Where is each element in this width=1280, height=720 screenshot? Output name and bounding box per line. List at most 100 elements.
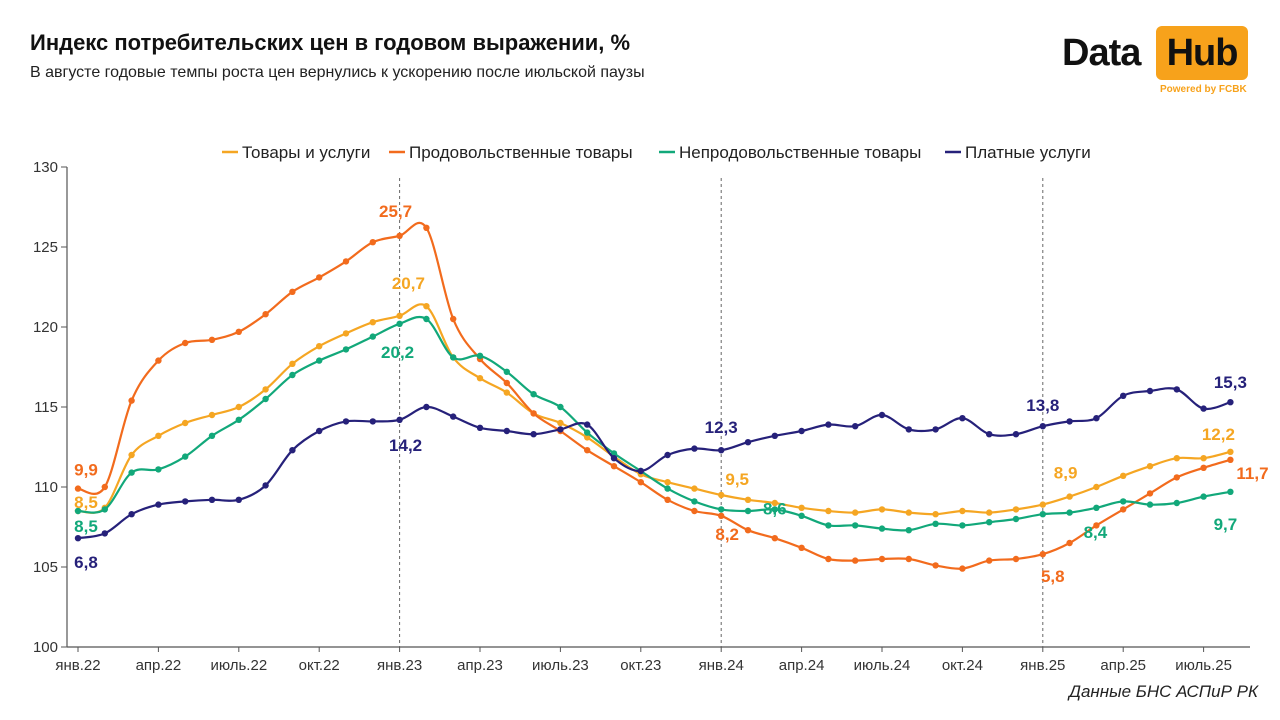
data-point (691, 507, 698, 515)
data-point (557, 426, 564, 433)
chart-subtitle: В августе годовые темпы роста цен вернул… (30, 64, 645, 81)
x-tick-label: июль.23 (532, 657, 589, 674)
data-point (1066, 493, 1073, 500)
legend-label: Непродовольственные товары (679, 143, 921, 162)
data-point (744, 496, 752, 503)
data-point (1066, 539, 1073, 547)
data-point (128, 511, 135, 518)
data-point (155, 432, 162, 439)
data-point (450, 354, 457, 361)
data-point (986, 519, 993, 526)
data-point (235, 328, 242, 335)
data-point (396, 232, 403, 239)
data-point (74, 485, 82, 492)
x-tick-label: июль.22 (210, 657, 267, 674)
data-label: 20,7 (392, 274, 425, 293)
data-point (1120, 506, 1127, 513)
data-point (182, 339, 189, 347)
data-point (208, 432, 216, 439)
data-point (155, 466, 162, 473)
data-point (557, 403, 564, 411)
data-point (74, 507, 82, 515)
data-point (771, 499, 778, 507)
data-point (128, 469, 135, 476)
x-tick-label: апр.23 (457, 657, 503, 674)
data-point (476, 352, 484, 359)
data-point (932, 562, 939, 569)
data-point (986, 557, 993, 564)
x-tick-label: янв.25 (1020, 657, 1065, 674)
data-point (825, 555, 832, 563)
data-point (396, 312, 403, 319)
data-point (289, 371, 296, 379)
data-source-note: Данные БНС АСПиР РК (1068, 682, 1258, 701)
data-point (423, 303, 430, 310)
data-point (316, 343, 323, 350)
data-point (289, 447, 296, 454)
data-point (1200, 405, 1207, 412)
y-tick-label: 120 (33, 319, 58, 336)
data-label: 8,9 (1054, 464, 1078, 483)
x-tick-label: апр.22 (136, 657, 182, 674)
data-point (798, 504, 805, 511)
data-point (208, 496, 216, 503)
data-point (905, 426, 912, 433)
data-point (1012, 506, 1020, 513)
data-point (369, 418, 376, 425)
data-point (878, 525, 886, 532)
data-point (771, 535, 778, 542)
data-label: 8,6 (763, 499, 787, 518)
data-point (718, 512, 725, 519)
legend-label: Товары и услуги (242, 143, 370, 162)
data-point (718, 491, 725, 499)
legend-label: Продовольственные товары (409, 143, 633, 162)
data-point (101, 530, 109, 537)
data-point (316, 357, 323, 364)
datahub-logo: Data Hub Powered by FCBK (1062, 26, 1252, 98)
data-point (128, 451, 135, 459)
x-tick-label: июль.25 (1175, 657, 1232, 674)
y-tick-label: 130 (33, 159, 58, 176)
data-point (503, 389, 510, 396)
data-point (101, 506, 109, 513)
data-label: 20,2 (381, 343, 414, 362)
data-point (932, 511, 939, 518)
data-point (959, 415, 966, 422)
data-point (155, 501, 162, 508)
data-point (1066, 418, 1073, 425)
data-point (262, 482, 269, 489)
data-point (637, 467, 644, 475)
data-point (235, 403, 242, 411)
data-point (1173, 474, 1181, 481)
data-point (959, 507, 966, 515)
data-point (1039, 423, 1047, 430)
data-point (557, 419, 564, 427)
data-point (959, 522, 966, 529)
data-label: 8,2 (715, 525, 739, 544)
data-point (852, 522, 859, 529)
data-point (342, 330, 350, 337)
data-point (235, 496, 242, 503)
data-point (771, 432, 778, 439)
data-label: 15,3 (1214, 373, 1247, 392)
data-label: 12,2 (1202, 425, 1235, 444)
data-point (1039, 511, 1047, 518)
y-tick-label: 100 (33, 639, 58, 656)
data-point (235, 416, 242, 423)
x-tick-label: окт.24 (942, 657, 983, 674)
data-point (932, 426, 939, 433)
data-point (1012, 515, 1020, 523)
x-tick-label: янв.24 (699, 657, 744, 674)
data-point (423, 224, 430, 231)
data-label: 8,5 (74, 493, 98, 512)
data-label: 12,3 (705, 418, 738, 437)
data-point (986, 509, 993, 516)
data-point (744, 507, 752, 515)
data-point (208, 336, 216, 343)
data-point (530, 391, 537, 398)
data-point (744, 527, 752, 534)
data-point (1227, 456, 1234, 463)
data-point (1173, 386, 1181, 393)
data-point (852, 509, 859, 516)
